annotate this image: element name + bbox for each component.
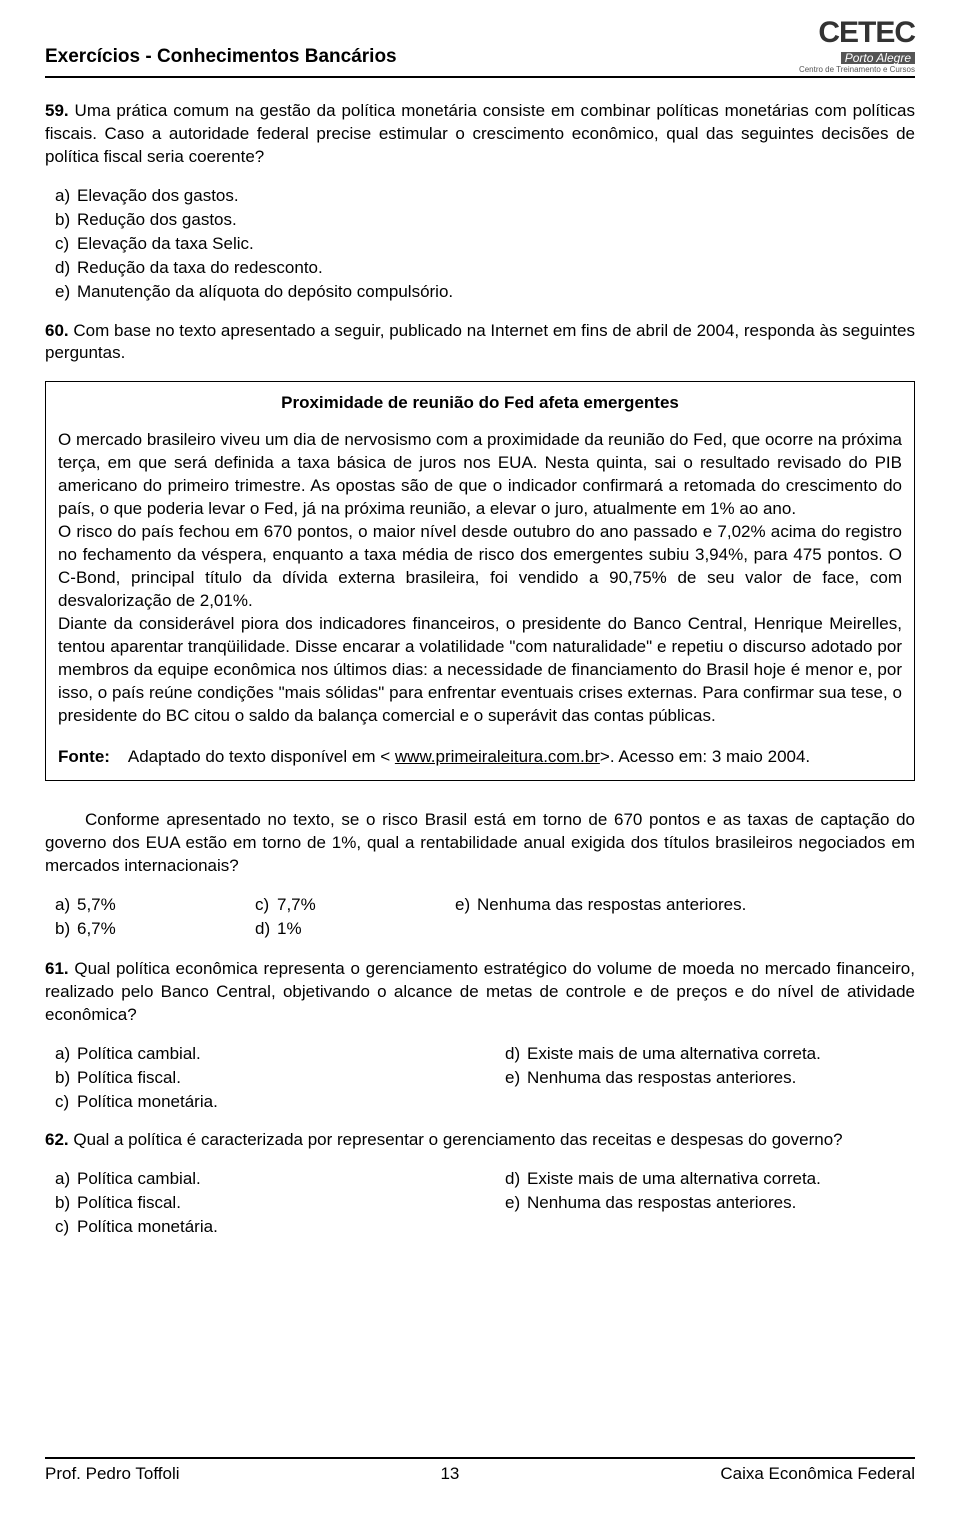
q61-opt-a: a)Política cambial. (55, 1043, 505, 1066)
q59-options: a)Elevação dos gastos. b)Redução dos gas… (55, 185, 915, 304)
q59-opt-e: e)Manutenção da alíquota do depósito com… (55, 281, 915, 304)
question-text: Qual a política é caracterizada por repr… (69, 1130, 843, 1149)
question-59: 59. Uma prática comum na gestão da polít… (45, 100, 915, 169)
q61-opt-b: b)Política fiscal. (55, 1067, 505, 1090)
q62-opt-a: a)Política cambial. (55, 1168, 505, 1191)
footer-institution: Caixa Econômica Federal (720, 1463, 915, 1486)
logo: CETEC Porto Alegre Centro de Treinamento… (799, 18, 915, 74)
q60-opt-b: b)6,7% (55, 918, 255, 941)
source-text2: >. Acesso em: 3 maio 2004. (600, 747, 810, 766)
logo-sub: Porto Alegre (841, 52, 915, 64)
page-footer: Prof. Pedro Toffoli 13 Caixa Econômica F… (45, 1457, 915, 1486)
question-61: 61. Qual política econômica representa o… (45, 958, 915, 1027)
logo-caption: Centro de Treinamento e Cursos (799, 66, 915, 74)
source-label: Fonte: (58, 747, 110, 766)
q62-options: a)Política cambial. b)Política fiscal. c… (55, 1168, 915, 1240)
page-header: Exercícios - Conhecimentos Bancários CET… (45, 18, 915, 78)
question-number: 62. (45, 1130, 69, 1149)
question-number: 61. (45, 959, 69, 978)
q60-opt-e: e)Nenhuma das respostas anteriores. (455, 894, 915, 917)
question-number: 60. (45, 321, 69, 340)
footer-page-number: 13 (440, 1463, 459, 1486)
question-text: Com base no texto apresentado a seguir, … (45, 321, 915, 363)
question-text: Qual política econômica representa o ger… (45, 959, 915, 1024)
source-text1: Adaptado do texto disponível em < (110, 747, 395, 766)
q62-opt-e: e)Nenhuma das respostas anteriores. (505, 1192, 915, 1215)
q61-opt-e: e)Nenhuma das respostas anteriores. (505, 1067, 915, 1090)
q60-opt-a: a)5,7% (55, 894, 255, 917)
article-body: O mercado brasileiro viveu um dia de ner… (58, 429, 902, 727)
q61-opt-d: d)Existe mais de uma alternativa correta… (505, 1043, 915, 1066)
q59-opt-a: a)Elevação dos gastos. (55, 185, 915, 208)
q60-opt-c: c)7,7% (255, 894, 455, 917)
q62-opt-b: b)Política fiscal. (55, 1192, 505, 1215)
article-title: Proximidade de reunião do Fed afeta emer… (58, 392, 902, 415)
question-text: Uma prática comum na gestão da política … (45, 101, 915, 166)
footer-author: Prof. Pedro Toffoli (45, 1463, 180, 1486)
q62-opt-d: d)Existe mais de uma alternativa correta… (505, 1168, 915, 1191)
q60-opt-d: d)1% (255, 918, 455, 941)
source-link[interactable]: www.primeiraleitura.com.br (395, 747, 600, 766)
header-title: Exercícios - Conhecimentos Bancários (45, 44, 397, 74)
question-62: 62. Qual a política é caracterizada por … (45, 1129, 915, 1152)
q59-opt-c: c)Elevação da taxa Selic. (55, 233, 915, 256)
question-number: 59. (45, 101, 69, 120)
logo-main: CETEC (799, 18, 915, 48)
question-60: 60. Com base no texto apresentado a segu… (45, 320, 915, 366)
q60-followup: Conforme apresentado no texto, se o risc… (45, 809, 915, 878)
article-source: Fonte: Adaptado do texto disponível em <… (58, 746, 902, 769)
q60-options: a)5,7% b)6,7% c)7,7% d)1% e)Nenhuma das … (55, 894, 915, 942)
q62-opt-c: c)Política monetária. (55, 1216, 505, 1239)
article-box: Proximidade de reunião do Fed afeta emer… (45, 381, 915, 781)
q61-options: a)Política cambial. b)Política fiscal. c… (55, 1043, 915, 1115)
q59-opt-b: b)Redução dos gastos. (55, 209, 915, 232)
q59-opt-d: d)Redução da taxa do redesconto. (55, 257, 915, 280)
q61-opt-c: c)Política monetária. (55, 1091, 505, 1114)
